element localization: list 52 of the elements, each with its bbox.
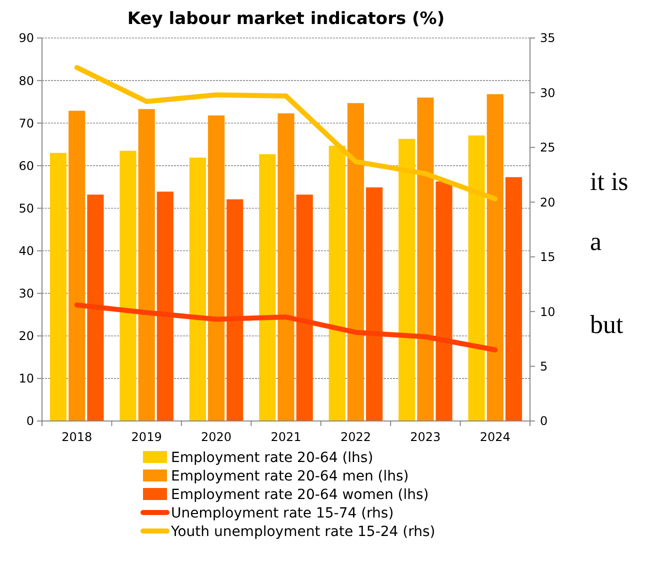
y-tick-label: 30 [18, 286, 34, 301]
bar [68, 110, 86, 421]
bar [156, 192, 174, 421]
y2-tick-label: 10 [540, 304, 556, 319]
text: a [590, 227, 602, 256]
y-tick-label: 80 [18, 74, 34, 88]
chart-title: Key labour market indicators (%) [127, 9, 445, 29]
x-tick-label: 2018 [62, 430, 92, 444]
bar [226, 199, 244, 421]
x-tick-label: 2024 [480, 430, 510, 444]
legend-label: Youth unemployment rate 15-24 (rhs) [170, 524, 436, 540]
x-tick-label: 2022 [340, 430, 371, 444]
y-tick-label: 40 [18, 244, 34, 258]
bar [208, 115, 225, 421]
y-tick-label: 50 [18, 201, 34, 216]
x-tick-label: 2019 [131, 430, 162, 444]
legend-label: Employment rate 20-64 (lhs) [171, 450, 374, 466]
bar [278, 113, 294, 421]
y-tick-label: 0 [26, 414, 34, 428]
y-tick-label: 20 [18, 329, 34, 344]
y2-tick-label: 20 [540, 195, 556, 210]
bar [366, 187, 383, 421]
y2-tick-label: 25 [540, 140, 556, 155]
text: but [590, 310, 624, 339]
bar [50, 152, 67, 421]
y-tick-label: 70 [18, 116, 34, 130]
bar [87, 194, 104, 421]
bar [259, 154, 276, 421]
bar [417, 98, 434, 421]
y2-tick-label: 30 [540, 86, 556, 100]
bar [296, 194, 313, 421]
text: it is [590, 167, 628, 196]
y2-tick-label: 0 [540, 414, 548, 428]
x-tick-label: 2023 [410, 430, 441, 444]
bar [138, 109, 155, 421]
bar [347, 103, 364, 421]
bar [505, 177, 522, 421]
legend-label: Employment rate 20-64 women (lhs) [171, 486, 429, 503]
bar [486, 94, 504, 421]
bar [436, 181, 452, 421]
bar [189, 158, 206, 421]
bar [120, 150, 136, 421]
x-tick-label: 2021 [270, 430, 302, 444]
y-tick-label: 10 [18, 372, 34, 386]
legend-label: Unemployment rate 15-74 (rhs) [171, 505, 394, 522]
y-tick-label: 90 [18, 31, 34, 46]
y2-tick-label: 15 [540, 250, 556, 264]
y2-tick-label: 35 [540, 31, 556, 46]
y2-tick-label: 5 [540, 359, 548, 374]
legend-label: Employment rate 20-64 men (lhs) [171, 468, 409, 484]
y-tick-label: 60 [18, 158, 34, 173]
x-tick-label: 2020 [201, 430, 232, 444]
